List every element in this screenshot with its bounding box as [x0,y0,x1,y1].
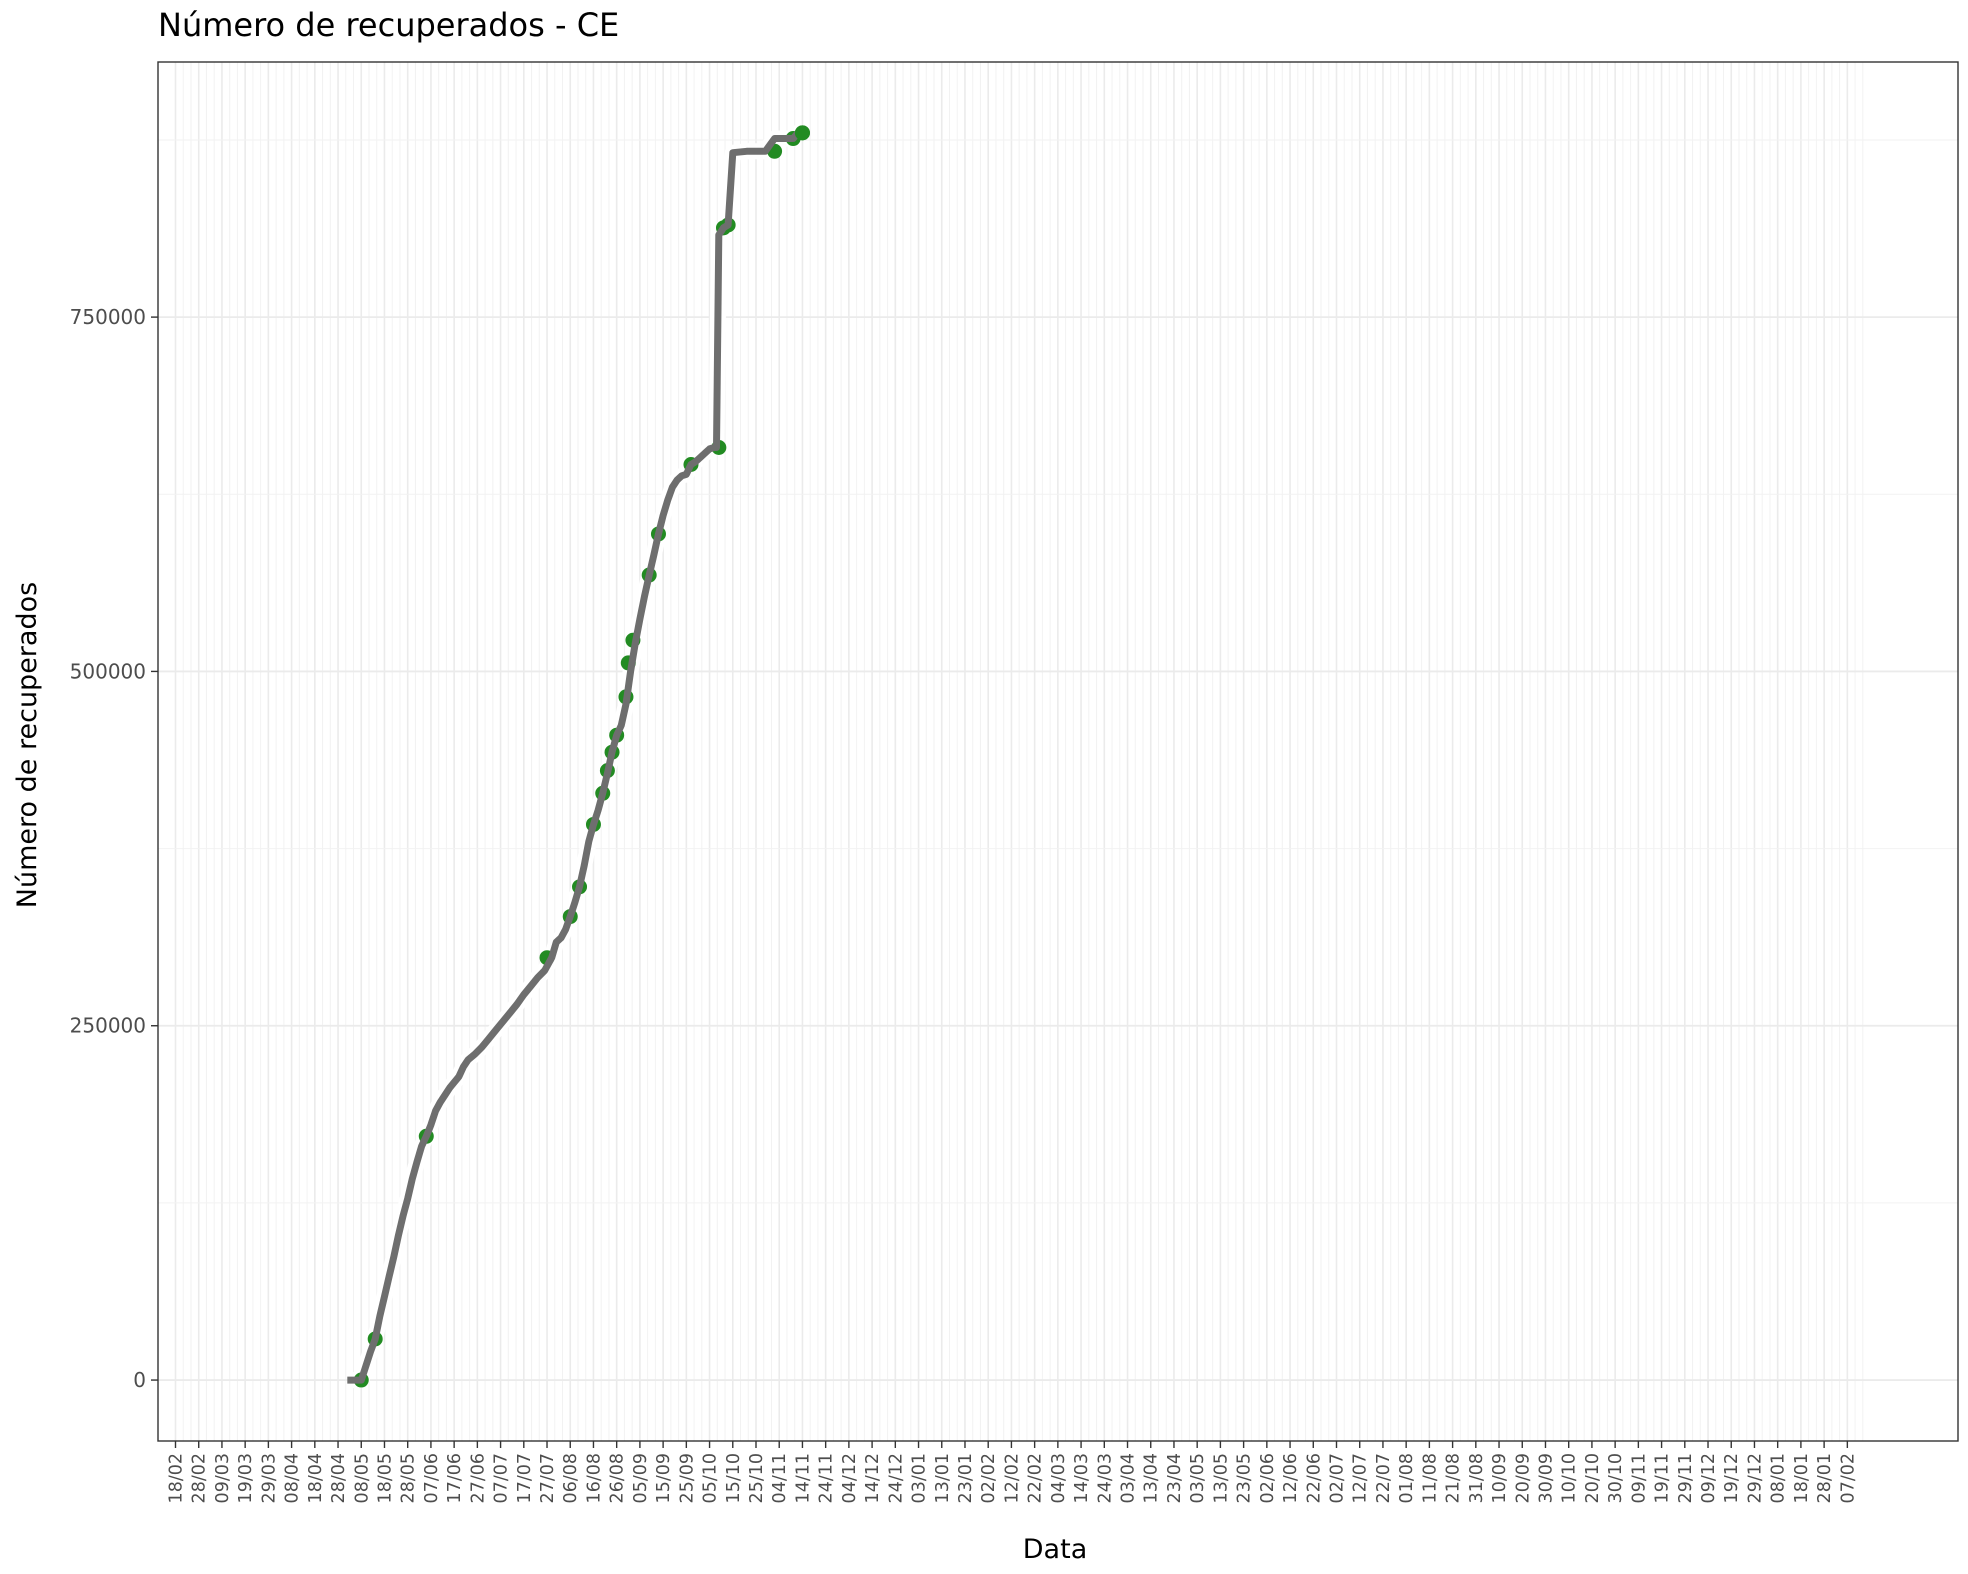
x-tick-label: 02/02 [979,1453,999,1503]
x-tick-label: 08/01 [1769,1453,1789,1503]
x-axis: 18/02 28/02 09/03 19/03 29/03 08/04 18/04 28/04… [167,1441,1858,1503]
x-tick-label: 13/04 [1142,1453,1162,1503]
x-tick-label: 09/11 [1629,1453,1649,1503]
x-tick-label: 29/11 [1676,1453,1696,1503]
x-tick-label: 13/01 [933,1453,953,1503]
x-tick-label: 29/03 [259,1453,279,1503]
x-tick-label: 25/09 [677,1453,697,1503]
x-tick-label: 07/02 [1838,1453,1858,1503]
x-tick-label: 17/06 [445,1453,465,1503]
x-tick-label: 05/10 [701,1453,721,1503]
x-tick-label: 14/11 [793,1453,813,1503]
y-tick-label: 0 [133,1368,146,1392]
x-tick-label: 19/03 [236,1453,256,1503]
x-axis-label: Data [1023,1534,1087,1565]
x-tick-label: 21/08 [1444,1453,1464,1503]
x-tick-label: 03/04 [1119,1453,1139,1503]
x-tick-label: 02/07 [1328,1453,1348,1503]
x-tick-label: 28/01 [1815,1453,1835,1503]
x-tick-label: 09/03 [213,1453,233,1503]
x-tick-label: 18/04 [306,1453,326,1503]
x-tick-label: 20/10 [1583,1453,1603,1503]
x-tick-label: 08/04 [283,1453,303,1503]
y-axis: 0 250000 500000 750000 [70,305,158,1392]
y-tick-label: 250000 [70,1014,146,1038]
x-tick-label: 26/08 [608,1453,628,1503]
x-tick-label: 03/05 [1188,1453,1208,1503]
y-axis-label: Número de recuperados [12,582,43,908]
x-tick-label: 27/07 [538,1453,558,1503]
x-tick-label: 23/04 [1165,1453,1185,1503]
x-tick-label: 12/06 [1281,1453,1301,1503]
x-tick-label: 25/10 [747,1453,767,1503]
x-tick-label: 30/10 [1606,1453,1626,1503]
x-tick-label: 08/05 [352,1453,372,1503]
x-tick-label: 07/06 [422,1453,442,1503]
x-tick-label: 14/12 [863,1453,883,1503]
x-tick-label: 18/05 [375,1453,395,1503]
x-tick-label: 07/07 [492,1453,512,1503]
x-tick-label: 04/11 [770,1453,790,1503]
x-tick-label: 01/08 [1397,1453,1417,1503]
x-tick-label: 24/11 [817,1453,837,1503]
chart-title: Número de recuperados - CE [158,6,620,44]
y-tick-label: 500000 [70,659,146,683]
x-tick-label: 24/12 [886,1453,906,1503]
x-tick-label: 17/07 [515,1453,535,1503]
y-tick-label: 750000 [70,305,146,329]
x-tick-label: 10/10 [1560,1453,1580,1503]
x-tick-label: 20/09 [1513,1453,1533,1503]
x-tick-label: 28/04 [329,1453,349,1503]
x-tick-label: 16/08 [584,1453,604,1503]
x-tick-label: 14/03 [1072,1453,1092,1503]
x-tick-label: 31/08 [1467,1453,1487,1503]
x-tick-label: 05/09 [631,1453,651,1503]
x-tick-label: 24/03 [1095,1453,1115,1503]
x-tick-label: 29/12 [1745,1453,1765,1503]
x-tick-label: 27/06 [468,1453,488,1503]
x-tick-label: 04/12 [840,1453,860,1503]
data-series [347,124,810,1389]
x-tick-label: 22/07 [1374,1453,1394,1503]
x-tick-label: 28/02 [190,1453,210,1503]
x-tick-label: 13/05 [1211,1453,1231,1503]
x-tick-label: 18/02 [167,1453,187,1503]
x-tick-label: 19/11 [1653,1453,1673,1503]
x-tick-label: 15/10 [724,1453,744,1503]
x-tick-label: 15/09 [654,1453,674,1503]
x-tick-label: 11/08 [1420,1453,1440,1503]
x-tick-label: 23/01 [956,1453,976,1503]
series-line [347,129,803,1384]
x-tick-label: 23/05 [1235,1453,1255,1503]
x-tick-label: 28/05 [399,1453,419,1503]
x-tick-label: 30/09 [1536,1453,1556,1503]
x-tick-label: 12/02 [1002,1453,1022,1503]
grid [158,62,1958,1441]
x-tick-label: 03/01 [910,1453,930,1503]
x-tick-label: 18/01 [1792,1453,1812,1503]
data-point-marker-last [794,125,810,141]
x-tick-label: 12/07 [1351,1453,1371,1503]
x-tick-label: 22/06 [1304,1453,1324,1503]
x-tick-label: 10/09 [1490,1453,1510,1503]
x-tick-label: 06/08 [561,1453,581,1503]
x-tick-label: 09/12 [1699,1453,1719,1503]
x-tick-label: 22/02 [1026,1453,1046,1503]
x-tick-label: 02/06 [1258,1453,1278,1503]
x-tick-label: 19/12 [1722,1453,1742,1503]
x-tick-label: 04/03 [1049,1453,1069,1503]
